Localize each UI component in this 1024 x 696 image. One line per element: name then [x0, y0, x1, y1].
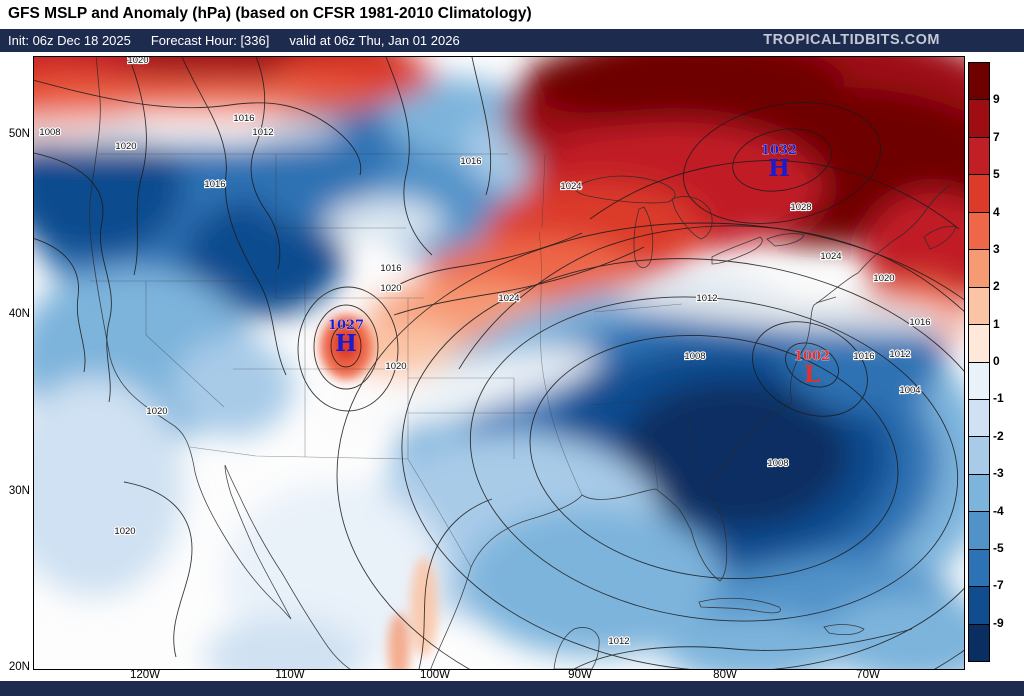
contour-label: 1004: [899, 385, 920, 396]
colorbar-tick-label: -9: [993, 615, 1004, 630]
colorbar-tick-label: 7: [993, 129, 1000, 144]
contour-label: 1008: [39, 127, 60, 138]
pressure-center-letter: L: [804, 361, 820, 388]
page-title: GFS MSLP and Anomaly (hPa) (based on CFS…: [8, 5, 532, 22]
contour-label: 1012: [252, 127, 273, 138]
colorbar-tick-label: 3: [993, 241, 1000, 256]
contour-label: 1016: [204, 179, 225, 190]
pressure-center-value: 1032: [761, 143, 797, 158]
colorbar-tick-label: -3: [993, 466, 1004, 481]
contour-label: 1012: [696, 293, 717, 304]
contour-label: 1020: [115, 141, 136, 152]
anomaly-colorbar: [968, 62, 990, 662]
colorbar-segment: [969, 212, 989, 251]
colorbar-tick-label: 5: [993, 167, 1000, 182]
state-borders: [90, 153, 777, 568]
contour-label: 1020: [385, 361, 406, 372]
colorbar-tick-label: -5: [993, 540, 1004, 555]
pressure-center-letter: H: [335, 330, 357, 357]
contour-label: 1016: [853, 351, 874, 362]
colorbar-tick-label: -1: [993, 391, 1004, 406]
valid-time: valid at 06z Thu, Jan 01 2026: [289, 33, 460, 48]
colorbar-segment: [969, 137, 989, 176]
lon-tick-label: 120W: [129, 669, 161, 681]
contour-label: 1024: [498, 293, 519, 304]
lat-tick-label: 30N: [8, 485, 30, 497]
colorbar-segment: [969, 624, 989, 661]
anomaly-field: [34, 57, 964, 669]
contour-label: 1008: [684, 351, 705, 362]
contour-label: 1020: [146, 406, 167, 417]
colorbar-segment: [969, 512, 989, 550]
pressure-center-value: 1002: [794, 349, 830, 364]
forecast-info: Init: 06z Dec 18 2025 Forecast Hour: [336…: [8, 33, 480, 48]
contour-label: 1024: [560, 181, 581, 192]
colorbar-tick-label: -2: [993, 428, 1004, 443]
coastlines: [89, 57, 957, 669]
colorbar-segment: [969, 399, 989, 438]
lon-tick-label: 70W: [856, 669, 880, 681]
pressure-center-value: 1027: [328, 318, 364, 333]
colorbar-segment: [969, 100, 989, 138]
lon-tick-label: 90W: [568, 669, 592, 681]
title-bar: GFS MSLP and Anomaly (hPa) (based on CFS…: [0, 0, 1024, 29]
colorbar-tick-label: -7: [993, 578, 1004, 593]
contour-label: 1020: [114, 526, 135, 537]
contour-label: 1024: [820, 251, 841, 262]
colorbar-segment: [969, 287, 989, 326]
forecast-hour: Forecast Hour: [336]: [150, 33, 270, 48]
init-time: Init: 06z Dec 18 2025: [8, 33, 131, 48]
colorbar-segment: [969, 549, 989, 588]
colorbar-tick-label: 1: [993, 316, 1000, 331]
weather-map: 1020 1016 1012 1008 1020 1016 1016 1024 1028 1024…: [34, 57, 964, 669]
contour-label: 1012: [889, 349, 910, 360]
colorbar-segment: [969, 587, 989, 625]
lat-tick-label: 40N: [8, 308, 30, 320]
pressure-center-letter: H: [768, 155, 790, 182]
site-brand: TROPICALTIDBITS.COM: [763, 32, 940, 48]
contour-label: 1016: [460, 156, 481, 167]
lon-tick-label: 80W: [713, 669, 737, 681]
lat-tick-label: 20N: [8, 661, 30, 673]
colorbar-segment: [969, 250, 989, 288]
colorbar-tick-label: -4: [993, 503, 1004, 518]
bottom-bar: [0, 681, 1024, 696]
colorbar-segment: [969, 437, 989, 475]
contour-label: 1012: [608, 636, 629, 647]
contour-label: 1020: [873, 273, 894, 284]
colorbar-tick-label: 2: [993, 279, 1000, 294]
colorbar-tick-label: 4: [993, 204, 1000, 219]
lon-tick-label: 110W: [275, 669, 305, 681]
isobar-contours: [34, 57, 964, 669]
lon-tick-label: 100W: [419, 669, 451, 681]
colorbar-segment: [969, 325, 989, 363]
contour-labels-layer: 1020 1016 1012 1008 1020 1016 1016 1024 1028 1024…: [38, 57, 931, 648]
contour-label: 1008: [767, 458, 788, 469]
contour-label: 1016: [909, 317, 930, 328]
info-bar: Init: 06z Dec 18 2025 Forecast Hour: [336…: [0, 29, 1024, 52]
contour-label: 1020: [127, 57, 148, 66]
colorbar-segment: [969, 474, 989, 513]
colorbar-segment: [969, 63, 989, 101]
contour-label: 1016: [380, 263, 401, 274]
contour-label: 1028: [790, 202, 811, 213]
colorbar-segment: [969, 175, 989, 213]
contour-label: 1020: [380, 283, 401, 294]
contour-label: 1016: [233, 113, 254, 124]
map-frame: 1020 1016 1012 1008 1020 1016 1016 1024 1028 1024…: [33, 56, 965, 670]
colorbar-tick-label: 9: [993, 92, 1000, 107]
colorbar-tick-label: 0: [993, 354, 1000, 368]
lat-tick-label: 50N: [8, 128, 30, 140]
colorbar-segment: [969, 362, 989, 400]
